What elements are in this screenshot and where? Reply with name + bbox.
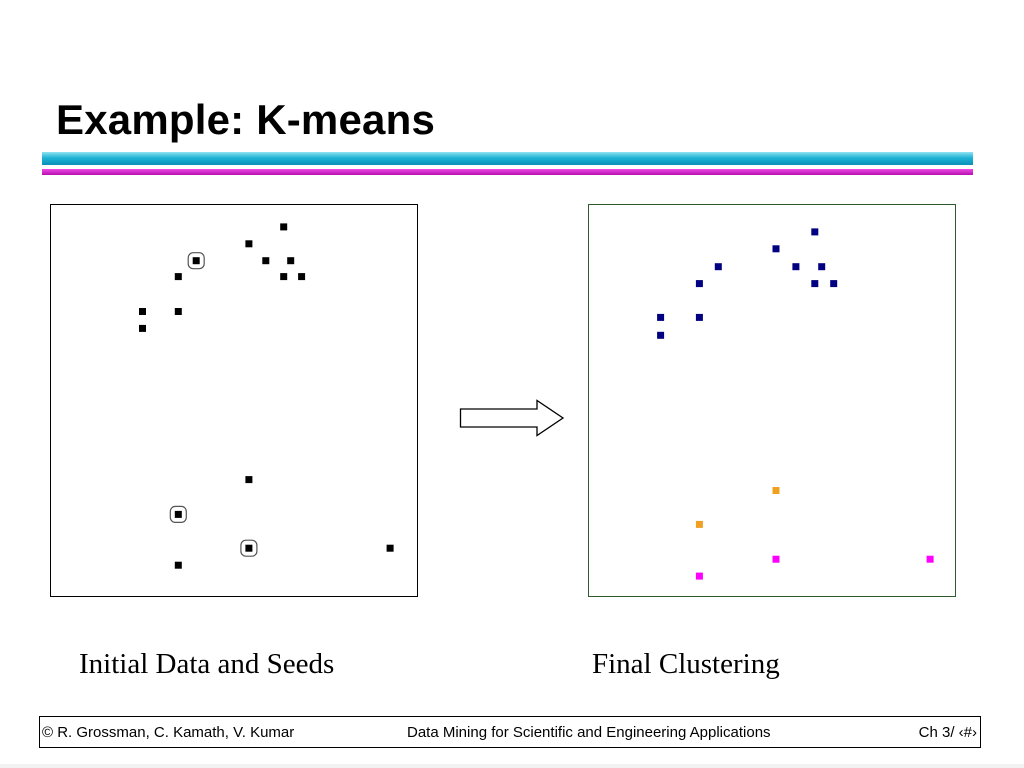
initial-data-plot <box>50 204 418 597</box>
data-point <box>245 240 253 248</box>
cluster-3-point <box>926 555 934 563</box>
cluster-3-point <box>772 555 780 563</box>
data-point <box>192 257 200 265</box>
cluster-1-point <box>695 280 703 288</box>
cluster-1-point <box>811 228 819 236</box>
data-point <box>287 257 295 265</box>
data-point <box>245 544 253 552</box>
cluster-3-point <box>695 572 703 580</box>
data-point <box>386 544 394 552</box>
cluster-1-point <box>772 245 780 253</box>
data-point <box>174 510 182 518</box>
footer-authors: © R. Grossman, C. Kamath, V. Kumar <box>42 724 295 741</box>
initial-data-scatter <box>139 223 394 569</box>
bottom-strip <box>0 764 1024 768</box>
data-point <box>262 257 270 265</box>
data-point <box>139 324 146 332</box>
cluster-1-point <box>657 331 665 339</box>
cluster-2-point <box>695 520 703 528</box>
slide-title: Example: K-means <box>56 96 436 143</box>
cluster-2-point <box>772 487 780 494</box>
cluster-1-point <box>811 280 819 288</box>
data-point <box>174 561 182 569</box>
caption-initial-data: Initial Data and Seeds <box>79 648 335 680</box>
right-arrow-icon <box>459 399 565 437</box>
seed-marker <box>240 539 258 557</box>
accent-underline-bar <box>42 169 973 175</box>
cluster-1-point <box>714 263 722 271</box>
data-point <box>245 476 253 484</box>
cluster-1-point <box>792 263 800 271</box>
final-clustering-plot <box>588 204 956 597</box>
slide-footer: © R. Grossman, C. Kamath, V. Kumar Data … <box>39 716 981 748</box>
footer-course-title: Data Mining for Scientific and Engineeri… <box>407 724 771 741</box>
data-point <box>298 273 306 281</box>
cluster-1-point <box>818 263 826 271</box>
data-point <box>139 308 146 315</box>
data-point <box>280 223 288 231</box>
seed-marker <box>169 505 187 523</box>
final-clustering-scatter <box>657 228 934 580</box>
data-point <box>174 308 182 315</box>
caption-final-clustering: Final Clustering <box>592 648 780 680</box>
data-point <box>280 273 288 281</box>
footer-page-number: Ch 3/ ‹#› <box>918 724 977 741</box>
data-point <box>174 273 182 281</box>
cluster-1-point <box>830 280 838 288</box>
cluster-1-point <box>657 313 665 321</box>
title-underline-bar <box>42 152 973 165</box>
cluster-1-point <box>695 313 703 321</box>
seed-marker <box>187 252 205 270</box>
